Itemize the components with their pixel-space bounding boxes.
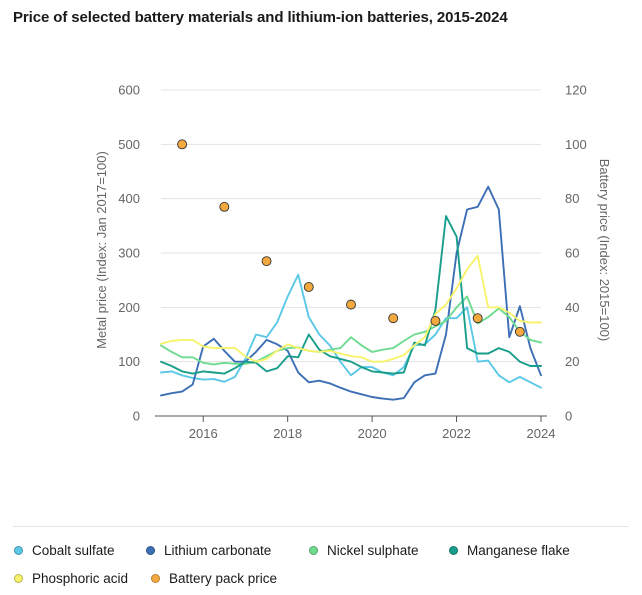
legend-item-manganese-flake: Manganese flake — [449, 543, 570, 558]
y-axis-left-ticks: 0 100 200 300 400 500 600 — [118, 83, 140, 424]
legend-swatch — [14, 574, 23, 583]
y-right-tick-label: 20 — [565, 354, 579, 369]
legend-label: Phosphoric acid — [32, 571, 129, 586]
battery-pack-price-point — [514, 326, 525, 337]
nickel-sulphate-line — [160, 295, 542, 366]
y-right-tick-label: 40 — [565, 300, 579, 315]
legend-swatch — [151, 574, 160, 583]
legend-label: Manganese flake — [467, 543, 570, 558]
x-tick-label: 2020 — [358, 426, 387, 441]
legend-item-lithium-carbonate: Lithium carbonate — [146, 543, 271, 558]
legend-swatch — [309, 546, 318, 555]
x-axis-ticks: 2016 2018 2020 2022 2024 — [189, 416, 556, 441]
y-left-tick-label: 500 — [118, 137, 140, 152]
y-left-tick-label: 300 — [118, 246, 140, 261]
series-lines — [160, 185, 542, 401]
legend-item-phosphoric-acid: Phosphoric acid — [14, 571, 128, 586]
grid-lines — [161, 89, 541, 363]
x-tick-label: 2022 — [442, 426, 471, 441]
y-left-tick-label: 200 — [118, 300, 140, 315]
y-right-tick-label: 60 — [565, 246, 579, 261]
x-tick-label: 2018 — [273, 426, 302, 441]
battery-pack-price-point — [472, 313, 483, 324]
x-tick-label: 2024 — [527, 426, 556, 441]
battery-pack-price-point — [219, 201, 230, 212]
legend-label: Nickel sulphate — [327, 543, 419, 558]
manganese-flake-line — [160, 215, 542, 375]
y-left-tick-label: 0 — [133, 409, 140, 424]
legend-label: Lithium carbonate — [164, 543, 272, 558]
x-tick-label: 2016 — [189, 426, 218, 441]
legend-swatch — [14, 546, 23, 555]
y-left-tick-label: 100 — [118, 354, 140, 369]
chart-title: Price of selected battery materials and … — [13, 9, 508, 26]
y-axis-left-title: Metal price (Index: Jan 2017=100) — [94, 151, 109, 349]
legend-item-nickel-sulphate: Nickel sulphate — [309, 543, 419, 558]
battery-pack-price-point — [346, 299, 356, 310]
chart-canvas: 0 100 200 300 400 500 600 0 20 40 60 80 100 120 2016… — [94, 83, 612, 442]
legend-label: Battery pack price — [169, 571, 278, 586]
legend-swatch — [449, 546, 458, 555]
legend-label: Cobalt sulfate — [32, 543, 115, 558]
legend-divider — [13, 526, 629, 527]
battery-pack-price-point — [177, 139, 188, 150]
phosphoric-acid-line — [160, 254, 542, 363]
legend-swatch — [146, 546, 155, 555]
y-right-tick-label: 0 — [565, 409, 572, 424]
legend-item-battery-pack-price: Battery pack price — [151, 571, 277, 586]
battery-pack-price-point — [261, 256, 272, 267]
y-right-tick-label: 120 — [565, 83, 587, 98]
battery-pack-price-point — [303, 282, 314, 292]
y-right-tick-label: 100 — [565, 137, 587, 152]
legend-item-cobalt-sulfate: Cobalt sulfate — [14, 543, 115, 558]
y-axis-right-title: Battery price (Index: 2015=100) — [597, 159, 612, 341]
y-axis-right-ticks: 0 20 40 60 80 100 120 — [565, 83, 587, 424]
cobalt-sulfate-line — [160, 273, 542, 389]
battery-pack-price-point — [430, 315, 441, 326]
y-left-tick-label: 400 — [118, 191, 140, 206]
lithium-carbonate-line — [160, 185, 542, 401]
series-points — [177, 139, 525, 337]
battery-pack-price-point — [388, 313, 399, 324]
y-left-tick-label: 600 — [118, 83, 140, 98]
y-right-tick-label: 80 — [565, 191, 579, 206]
